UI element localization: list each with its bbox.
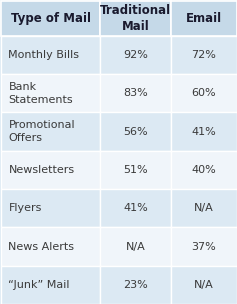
Bar — [100, 1, 171, 36]
Bar — [100, 36, 171, 74]
Text: 23%: 23% — [123, 280, 148, 290]
Text: Traditional
Mail: Traditional Mail — [100, 4, 171, 33]
Text: 72%: 72% — [191, 50, 216, 60]
Bar — [1, 74, 100, 112]
Bar — [1, 36, 100, 74]
Text: Flyers: Flyers — [9, 203, 42, 213]
Text: “Junk” Mail: “Junk” Mail — [9, 280, 70, 290]
Bar — [1, 227, 100, 266]
Text: 51%: 51% — [123, 165, 148, 175]
Bar — [171, 112, 237, 151]
Bar — [1, 1, 100, 36]
Text: Promotional
Offers: Promotional Offers — [9, 120, 75, 143]
Text: Monthly Bills: Monthly Bills — [9, 50, 79, 60]
Text: N/A: N/A — [126, 242, 146, 251]
Text: 40%: 40% — [192, 165, 216, 175]
Text: N/A: N/A — [194, 203, 214, 213]
Text: 37%: 37% — [192, 242, 216, 251]
Bar — [100, 227, 171, 266]
Bar — [100, 266, 171, 304]
Bar — [171, 227, 237, 266]
Bar — [171, 36, 237, 74]
Text: Email: Email — [186, 12, 222, 25]
Bar — [100, 189, 171, 227]
Bar — [171, 266, 237, 304]
Text: Bank
Statements: Bank Statements — [9, 82, 73, 105]
Bar — [171, 151, 237, 189]
Text: 41%: 41% — [123, 203, 148, 213]
Bar — [171, 74, 237, 112]
Bar — [1, 189, 100, 227]
Text: 92%: 92% — [123, 50, 148, 60]
Text: 56%: 56% — [123, 127, 148, 136]
Text: 60%: 60% — [192, 88, 216, 98]
Bar — [1, 151, 100, 189]
Bar — [1, 266, 100, 304]
Bar — [100, 74, 171, 112]
Text: N/A: N/A — [194, 280, 214, 290]
Bar — [1, 112, 100, 151]
Bar — [171, 1, 237, 36]
Text: Type of Mail: Type of Mail — [11, 12, 91, 25]
Text: 83%: 83% — [123, 88, 148, 98]
Bar — [100, 112, 171, 151]
Bar — [171, 189, 237, 227]
Text: 41%: 41% — [192, 127, 216, 136]
Bar — [100, 151, 171, 189]
Text: Newsletters: Newsletters — [9, 165, 75, 175]
Text: News Alerts: News Alerts — [9, 242, 74, 251]
